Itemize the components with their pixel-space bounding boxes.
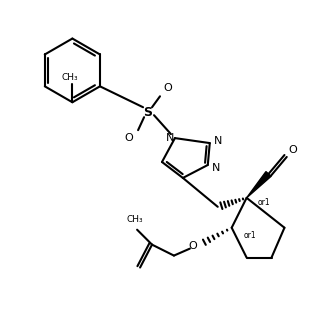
Text: O: O (288, 145, 297, 155)
Text: O: O (163, 83, 172, 93)
Text: O: O (125, 133, 134, 143)
Text: CH₃: CH₃ (127, 215, 143, 224)
Text: S: S (143, 106, 153, 119)
Polygon shape (247, 172, 271, 198)
Text: or1: or1 (243, 231, 256, 240)
Text: N: N (211, 163, 220, 173)
Text: N: N (166, 133, 174, 143)
Text: O: O (189, 241, 197, 251)
Text: CH₃: CH₃ (61, 73, 78, 82)
Text: N: N (214, 136, 222, 146)
Text: or1: or1 (257, 198, 270, 207)
